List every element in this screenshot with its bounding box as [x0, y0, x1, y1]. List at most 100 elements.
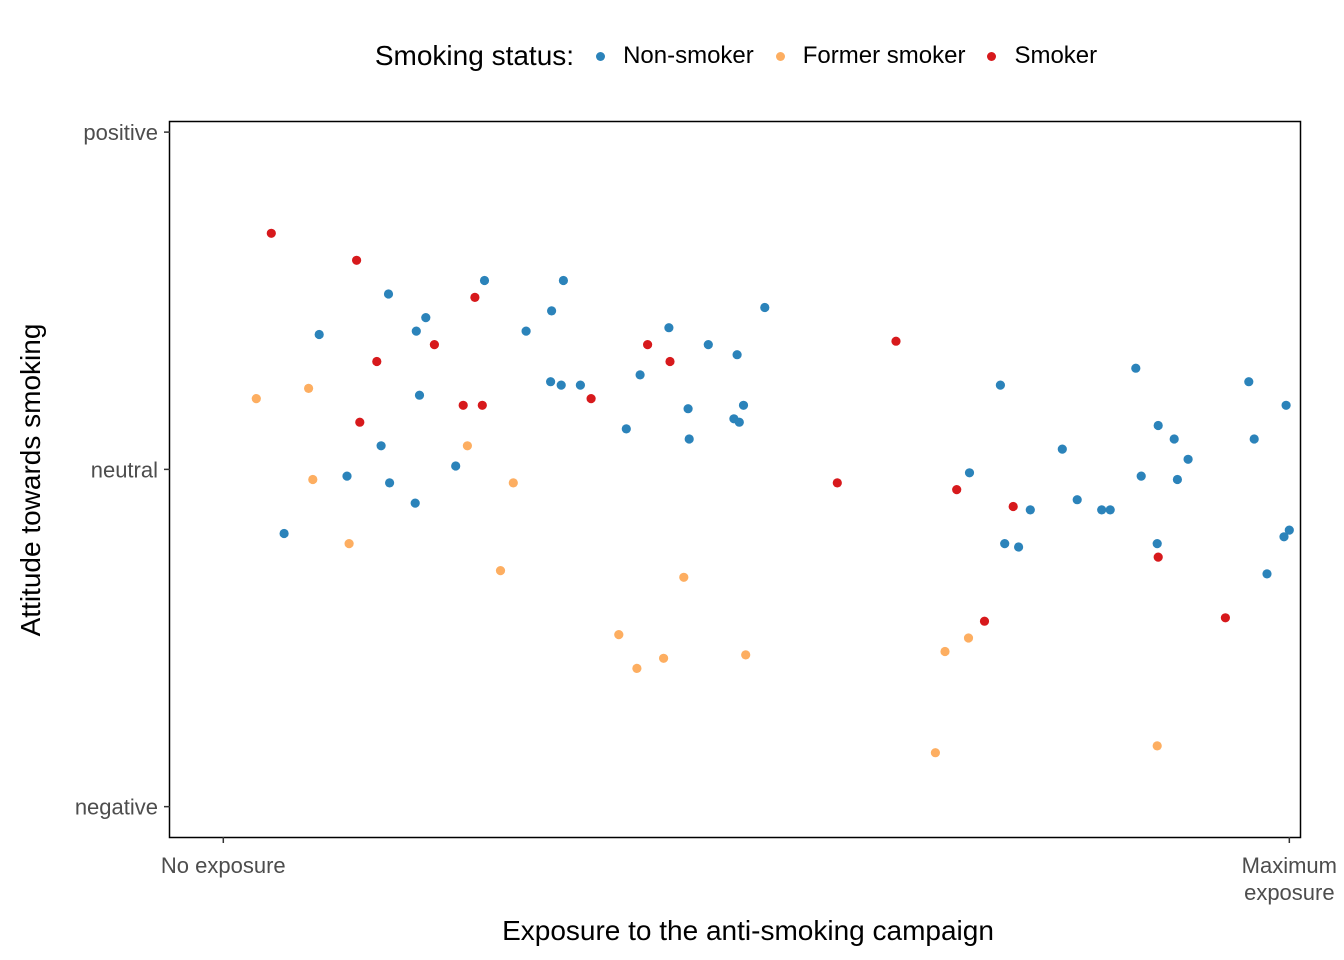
point-non-smoker — [1136, 471, 1146, 481]
point-non-smoker — [1284, 525, 1294, 535]
point-smoker — [1008, 501, 1018, 512]
point-non-smoker — [1000, 539, 1010, 549]
point-non-smoker — [1097, 505, 1107, 515]
point-non-smoker — [738, 400, 749, 410]
point-non-smoker — [734, 417, 744, 427]
point-former-smoker — [741, 650, 751, 660]
point-non-smoker — [575, 380, 586, 390]
point-smoker — [352, 255, 362, 265]
point-non-smoker — [1183, 454, 1193, 464]
point-smoker — [429, 340, 439, 350]
point-non-smoker — [451, 461, 461, 471]
point-non-smoker — [479, 275, 490, 286]
point-non-smoker — [635, 370, 645, 380]
point-smoker — [586, 394, 596, 404]
point-smoker — [891, 336, 901, 346]
point-non-smoker — [1281, 400, 1291, 410]
point-non-smoker — [664, 323, 674, 333]
legend: Smoking status: Non-smoker Former smoker… — [0, 36, 1344, 76]
point-smoker — [665, 356, 675, 367]
point-non-smoker — [703, 340, 713, 350]
point-non-smoker — [684, 434, 694, 444]
point-non-smoker — [383, 289, 394, 299]
y-axis: negative neutral positive — [75, 120, 170, 820]
data-points — [251, 228, 1294, 758]
y-tick-label: neutral — [91, 457, 158, 482]
point-non-smoker — [1169, 434, 1179, 444]
point-smoker — [477, 400, 487, 410]
x-tick-label: No exposure — [161, 853, 286, 878]
point-smoker — [355, 417, 365, 427]
point-non-smoker — [314, 329, 324, 340]
point-former-smoker — [308, 474, 318, 485]
x-axis: No exposure Maximum exposure — [161, 837, 1337, 905]
legend-marker-former-smoker — [775, 51, 785, 61]
point-non-smoker — [546, 377, 556, 387]
point-smoker — [979, 616, 990, 626]
point-non-smoker — [342, 471, 352, 481]
point-former-smoker — [963, 633, 974, 643]
point-non-smoker — [1014, 542, 1024, 552]
point-non-smoker — [547, 306, 557, 316]
point-former-smoker — [508, 478, 518, 488]
point-smoker — [266, 228, 276, 238]
point-smoker — [643, 340, 653, 350]
point-non-smoker — [1249, 434, 1259, 444]
point-non-smoker — [995, 380, 1006, 390]
y-axis-title: Attitude towards smoking — [15, 324, 46, 637]
point-smoker — [458, 400, 468, 410]
point-former-smoker — [462, 441, 472, 451]
x-tick-label: Maximum exposure — [1242, 853, 1337, 905]
point-non-smoker — [410, 498, 420, 508]
legend-item-non-smoker: Non-smoker — [596, 42, 754, 70]
point-former-smoker — [614, 630, 624, 640]
legend-marker-non-smoker — [596, 51, 606, 61]
point-smoker — [1220, 613, 1230, 623]
y-tick-label: negative — [75, 795, 158, 820]
point-former-smoker — [1152, 741, 1162, 751]
point-non-smoker — [376, 441, 386, 451]
point-non-smoker — [1262, 569, 1272, 579]
legend-label-non-smoker: Non-smoker — [623, 42, 754, 69]
point-smoker — [372, 356, 382, 367]
point-non-smoker — [421, 313, 431, 323]
point-former-smoker — [632, 663, 642, 674]
plot-panel-border — [168, 120, 1302, 839]
point-former-smoker — [659, 653, 669, 663]
point-non-smoker — [558, 275, 569, 286]
point-non-smoker — [1131, 363, 1141, 373]
y-tick-label: positive — [83, 120, 158, 145]
legend-item-former-smoker: Former smoker — [775, 42, 966, 70]
point-non-smoker — [1279, 532, 1289, 542]
point-smoker — [1153, 552, 1163, 562]
point-smoker — [952, 485, 962, 495]
point-non-smoker — [964, 468, 975, 478]
point-non-smoker — [414, 390, 425, 400]
point-non-smoker — [621, 424, 631, 434]
point-former-smoker — [930, 748, 941, 758]
point-non-smoker — [1105, 505, 1115, 515]
point-non-smoker — [1072, 495, 1082, 505]
legend-marker-smoker — [987, 51, 997, 61]
point-smoker — [470, 292, 480, 302]
legend-label-former-smoker: Former smoker — [802, 42, 966, 69]
point-non-smoker — [279, 528, 289, 539]
point-former-smoker — [679, 572, 689, 582]
point-non-smoker — [683, 404, 693, 414]
point-non-smoker — [1244, 377, 1254, 387]
point-non-smoker — [1057, 444, 1067, 454]
point-non-smoker — [1172, 474, 1182, 485]
point-non-smoker — [411, 326, 421, 336]
legend-item-smoker: Smoker — [987, 42, 1097, 70]
x-axis-title: Exposure to the anti-smoking campaign — [502, 915, 994, 946]
point-non-smoker — [732, 350, 742, 360]
point-non-smoker — [760, 302, 770, 313]
point-former-smoker — [251, 394, 261, 404]
point-non-smoker — [1153, 420, 1163, 431]
point-former-smoker — [940, 646, 950, 657]
point-smoker — [832, 478, 842, 488]
point-non-smoker — [1025, 505, 1035, 515]
legend-label-smoker: Smoker — [1014, 42, 1098, 69]
point-former-smoker — [344, 539, 354, 549]
